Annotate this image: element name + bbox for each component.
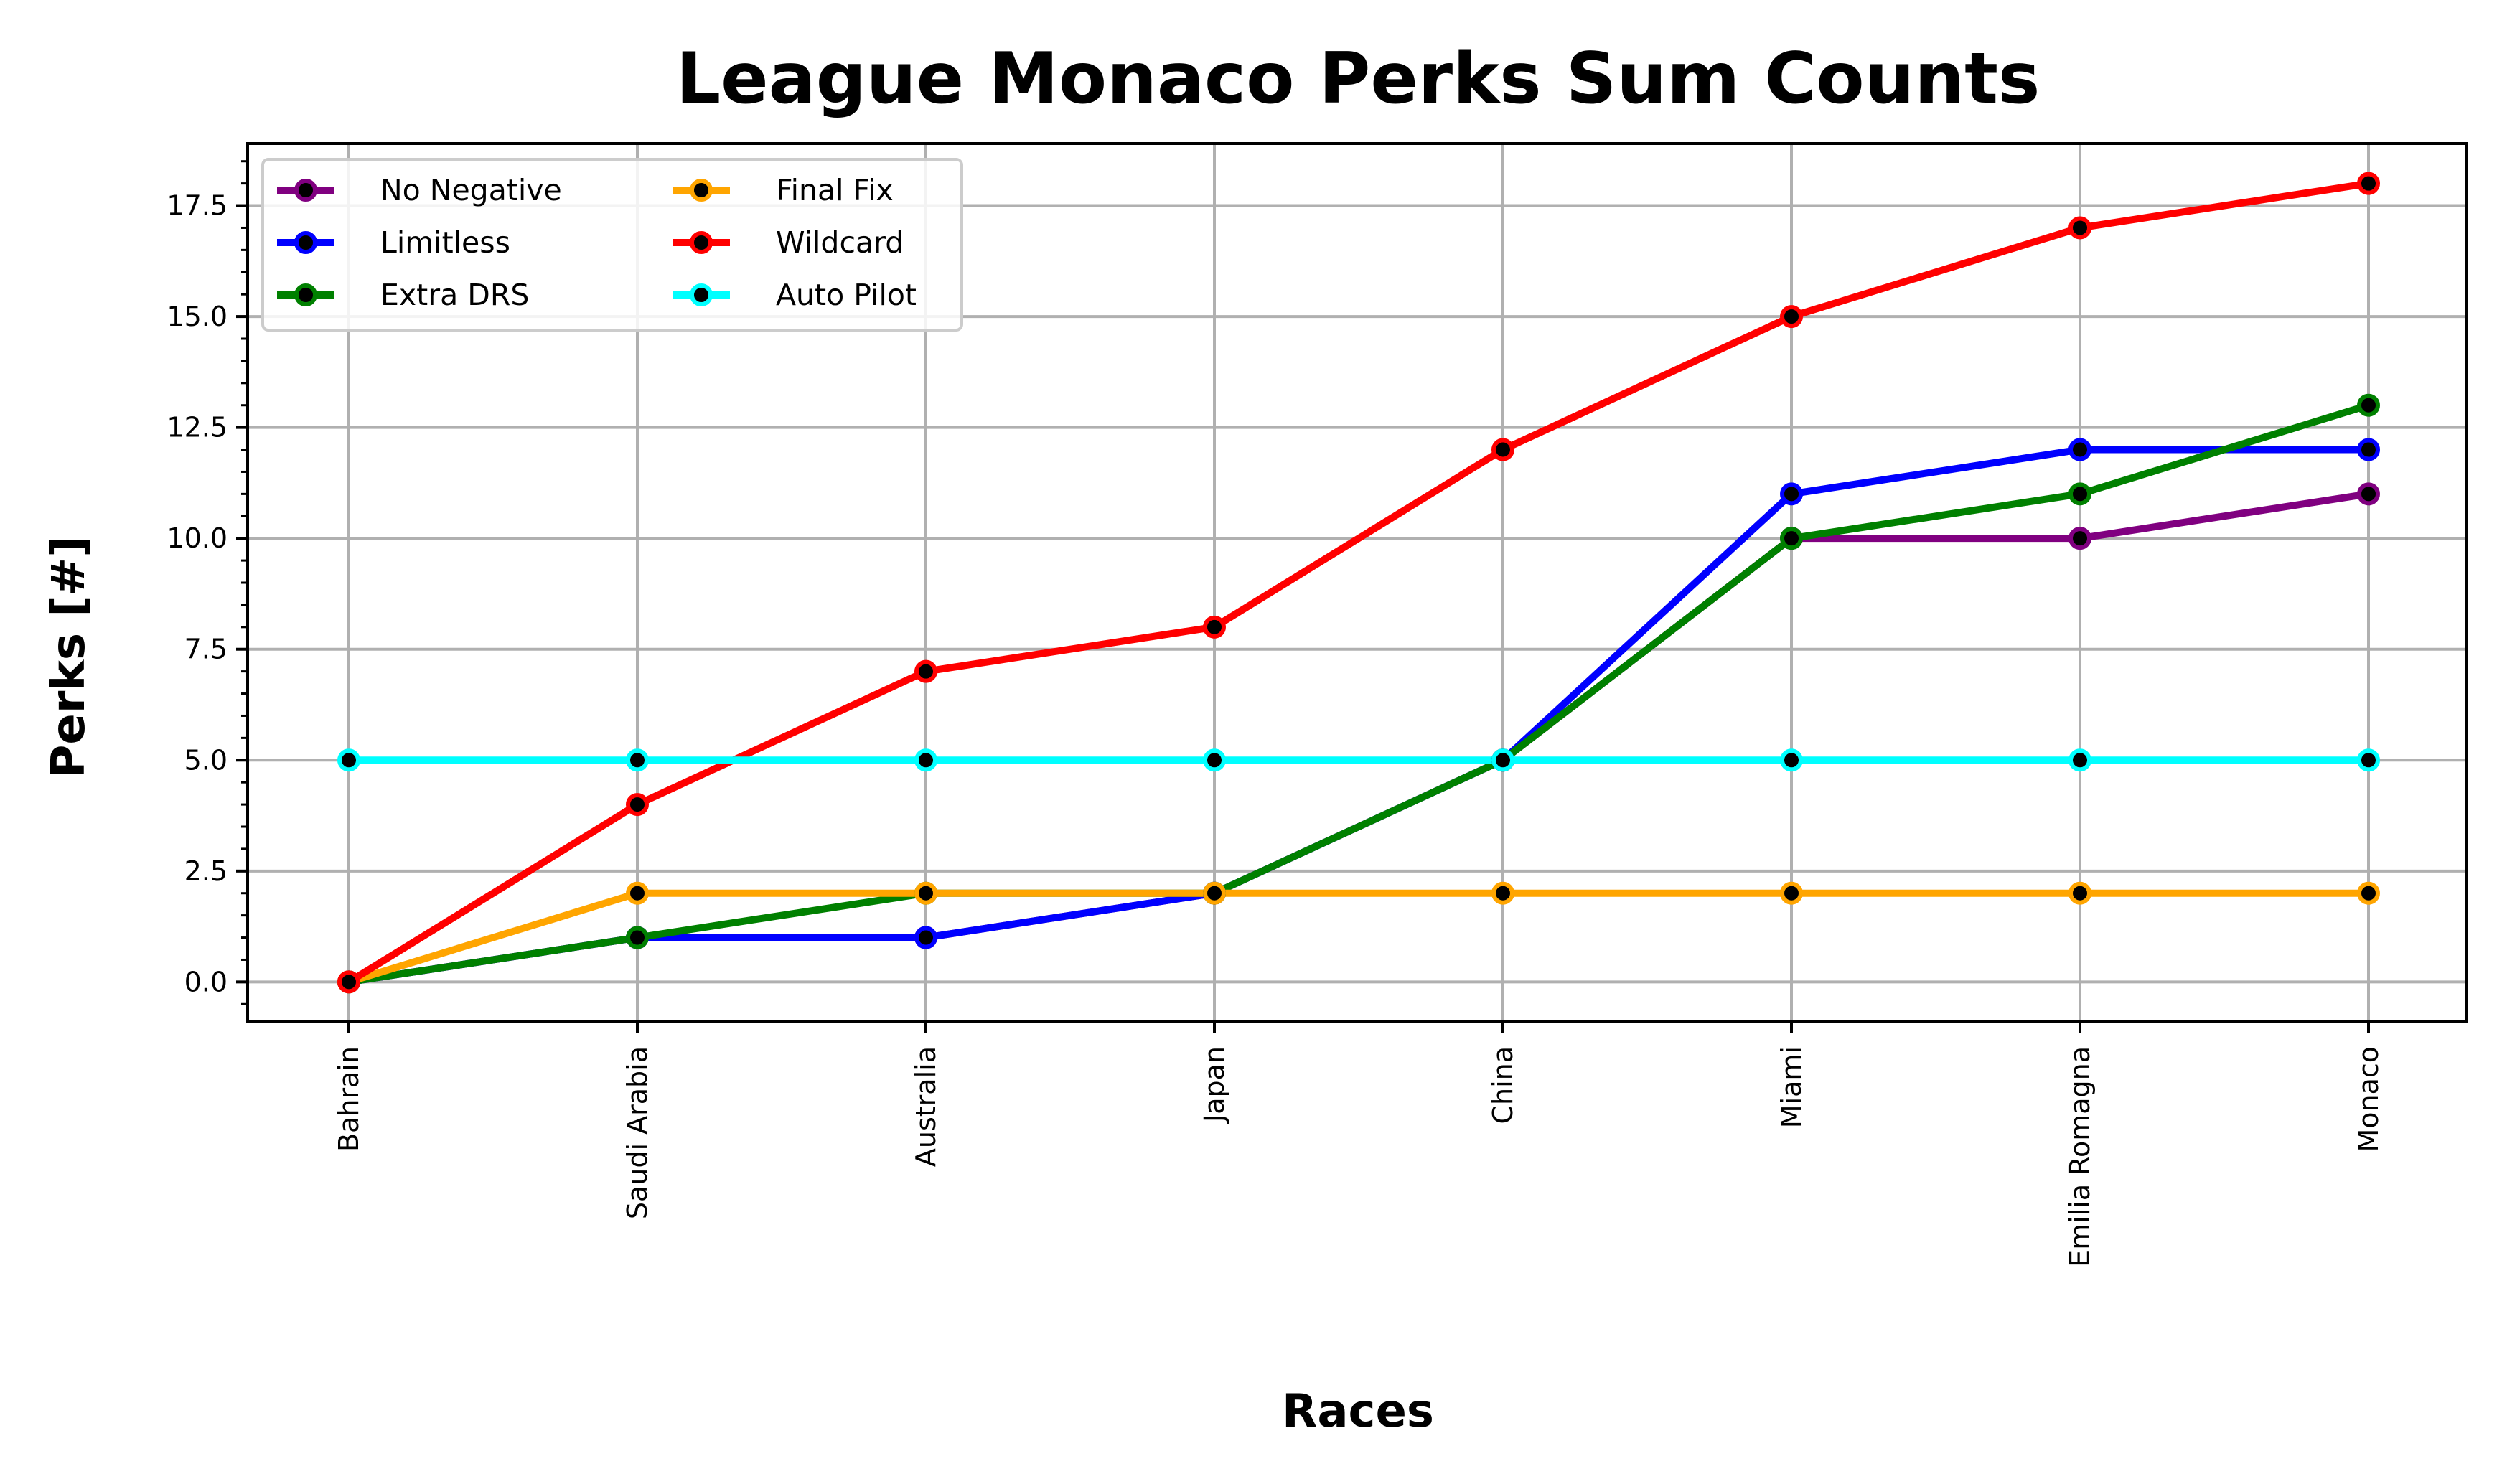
data-point (914, 881, 937, 905)
data-point (1780, 527, 1803, 550)
legend-label: Extra DRS (380, 278, 529, 312)
data-point (2068, 527, 2091, 550)
legend: No Negative Limitless Extra DRS Final Fix Wi… (261, 158, 963, 332)
legend-swatch-marker (294, 179, 317, 202)
data-point (1491, 748, 1514, 772)
data-point (1203, 615, 1226, 639)
data-point (1780, 748, 1803, 772)
data-point (914, 659, 937, 683)
x-tick-label: Bahrain (333, 1046, 365, 1152)
x-tick-label: Australia (910, 1046, 942, 1167)
y-tick-label: 17.5 (167, 190, 228, 222)
x-tick-label: Miami (1776, 1046, 1807, 1128)
data-point (337, 748, 360, 772)
data-point (1491, 881, 1514, 905)
data-point (2357, 748, 2380, 772)
series-line (345, 179, 2372, 986)
legend-box (261, 158, 963, 332)
x-axis-label: Races (1282, 1385, 1434, 1438)
data-point (1203, 748, 1226, 772)
y-axis-label: Perks [#] (42, 537, 95, 779)
series-line (345, 401, 2372, 986)
y-tick-label: 0.0 (184, 966, 228, 997)
x-tick-label: Japan (1199, 1046, 1230, 1124)
data-point (2068, 748, 2091, 772)
y-tick-label: 2.5 (184, 855, 228, 887)
data-point (1780, 482, 1803, 506)
data-point (626, 881, 649, 905)
legend-swatch-marker (690, 231, 713, 254)
y-tick-label: 15.0 (167, 301, 228, 332)
data-point (626, 793, 649, 817)
data-point (1780, 305, 1803, 329)
data-point (2068, 881, 2091, 905)
x-tick-label: China (1487, 1046, 1519, 1124)
x-tick-label: Emilia Romagna (2064, 1046, 2096, 1267)
legend-label: Wildcard (776, 225, 904, 260)
x-tick-label: Monaco (2353, 1046, 2384, 1152)
legend-swatch-marker (294, 231, 317, 254)
data-point (2068, 482, 2091, 506)
legend-label: Final Fix (776, 173, 894, 207)
plot-area-frame (246, 142, 2468, 1023)
data-point (626, 748, 649, 772)
data-point (914, 926, 937, 949)
series-line (345, 889, 2372, 986)
data-point (337, 970, 360, 994)
y-tick-label: 10.0 (167, 522, 228, 554)
series-lines (337, 172, 2380, 994)
data-point (2357, 438, 2380, 461)
y-tick-label: 12.5 (167, 412, 228, 443)
data-point (2068, 216, 2091, 240)
data-point (2357, 881, 2380, 905)
data-point (2357, 482, 2380, 506)
x-axis-ticks: Bahrain Saudi Arabia Australia Japan China Mi… (333, 1022, 2384, 1267)
data-point (2357, 172, 2380, 195)
data-point (2357, 393, 2380, 417)
data-point (914, 748, 937, 772)
data-point (626, 926, 649, 949)
legend-swatch-marker (690, 179, 713, 202)
data-point (1203, 881, 1226, 905)
y-tick-label: 5.0 (184, 744, 228, 776)
y-tick-label: 7.5 (184, 634, 228, 665)
legend-swatch-marker (690, 283, 713, 306)
y-axis-ticks: 0.0 2.5 5.0 7.5 10.0 12.5 15.0 17.5 (167, 160, 248, 1005)
legend-label: Auto Pilot (776, 278, 917, 312)
legend-label: Limitless (380, 225, 510, 260)
chart-title: League Monaco Perks Sum Counts (676, 38, 2041, 120)
data-point (1780, 881, 1803, 905)
data-point (2068, 438, 2091, 461)
data-point (1491, 438, 1514, 461)
x-tick-label: Saudi Arabia (622, 1046, 653, 1219)
legend-swatch-marker (294, 283, 317, 306)
legend-label: No Negative (380, 173, 562, 207)
